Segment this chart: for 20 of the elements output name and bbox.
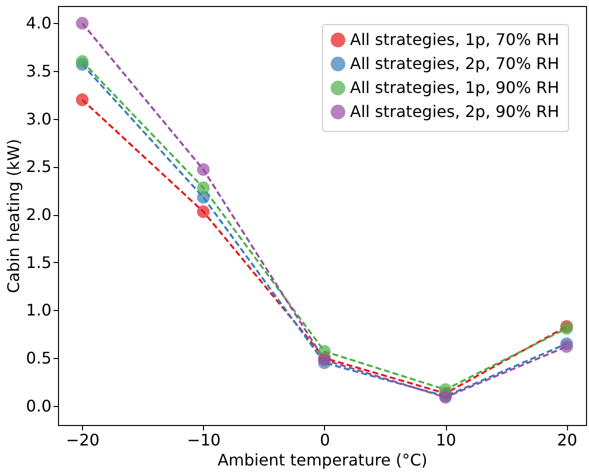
y-tick-label: 2.0 — [26, 205, 52, 224]
y-tick-label: 2.5 — [26, 157, 52, 176]
y-tick-label: 0.5 — [26, 348, 52, 368]
y-tick-label: 4.0 — [26, 14, 52, 33]
y-tick-label: 0.0 — [26, 396, 52, 416]
x-axis-title: Ambient temperature (°C) — [218, 450, 428, 470]
y-tick-label: 1.0 — [26, 300, 52, 320]
x-tick-label: 10 — [436, 430, 456, 450]
legend-label: All strategies, 2p, 70% RH — [350, 54, 560, 73]
x-tick-label: 0 — [320, 430, 330, 450]
x-tick-label: −10 — [186, 430, 221, 450]
y-tick-label: 3.0 — [26, 109, 52, 128]
y-tick-label: 1.5 — [26, 252, 52, 272]
x-tick-label: −20 — [66, 430, 100, 450]
legend-label: All strategies, 1p, 90% RH — [350, 78, 560, 97]
legend-label: All strategies, 1p, 70% RH — [350, 30, 560, 49]
y-axis-title: Cabin heating (kW) — [4, 138, 24, 294]
x-tick-label: 20 — [556, 430, 578, 450]
y-tick-label: 3.5 — [26, 62, 52, 81]
legend-label: All strategies, 2p, 90% RH — [350, 102, 560, 121]
